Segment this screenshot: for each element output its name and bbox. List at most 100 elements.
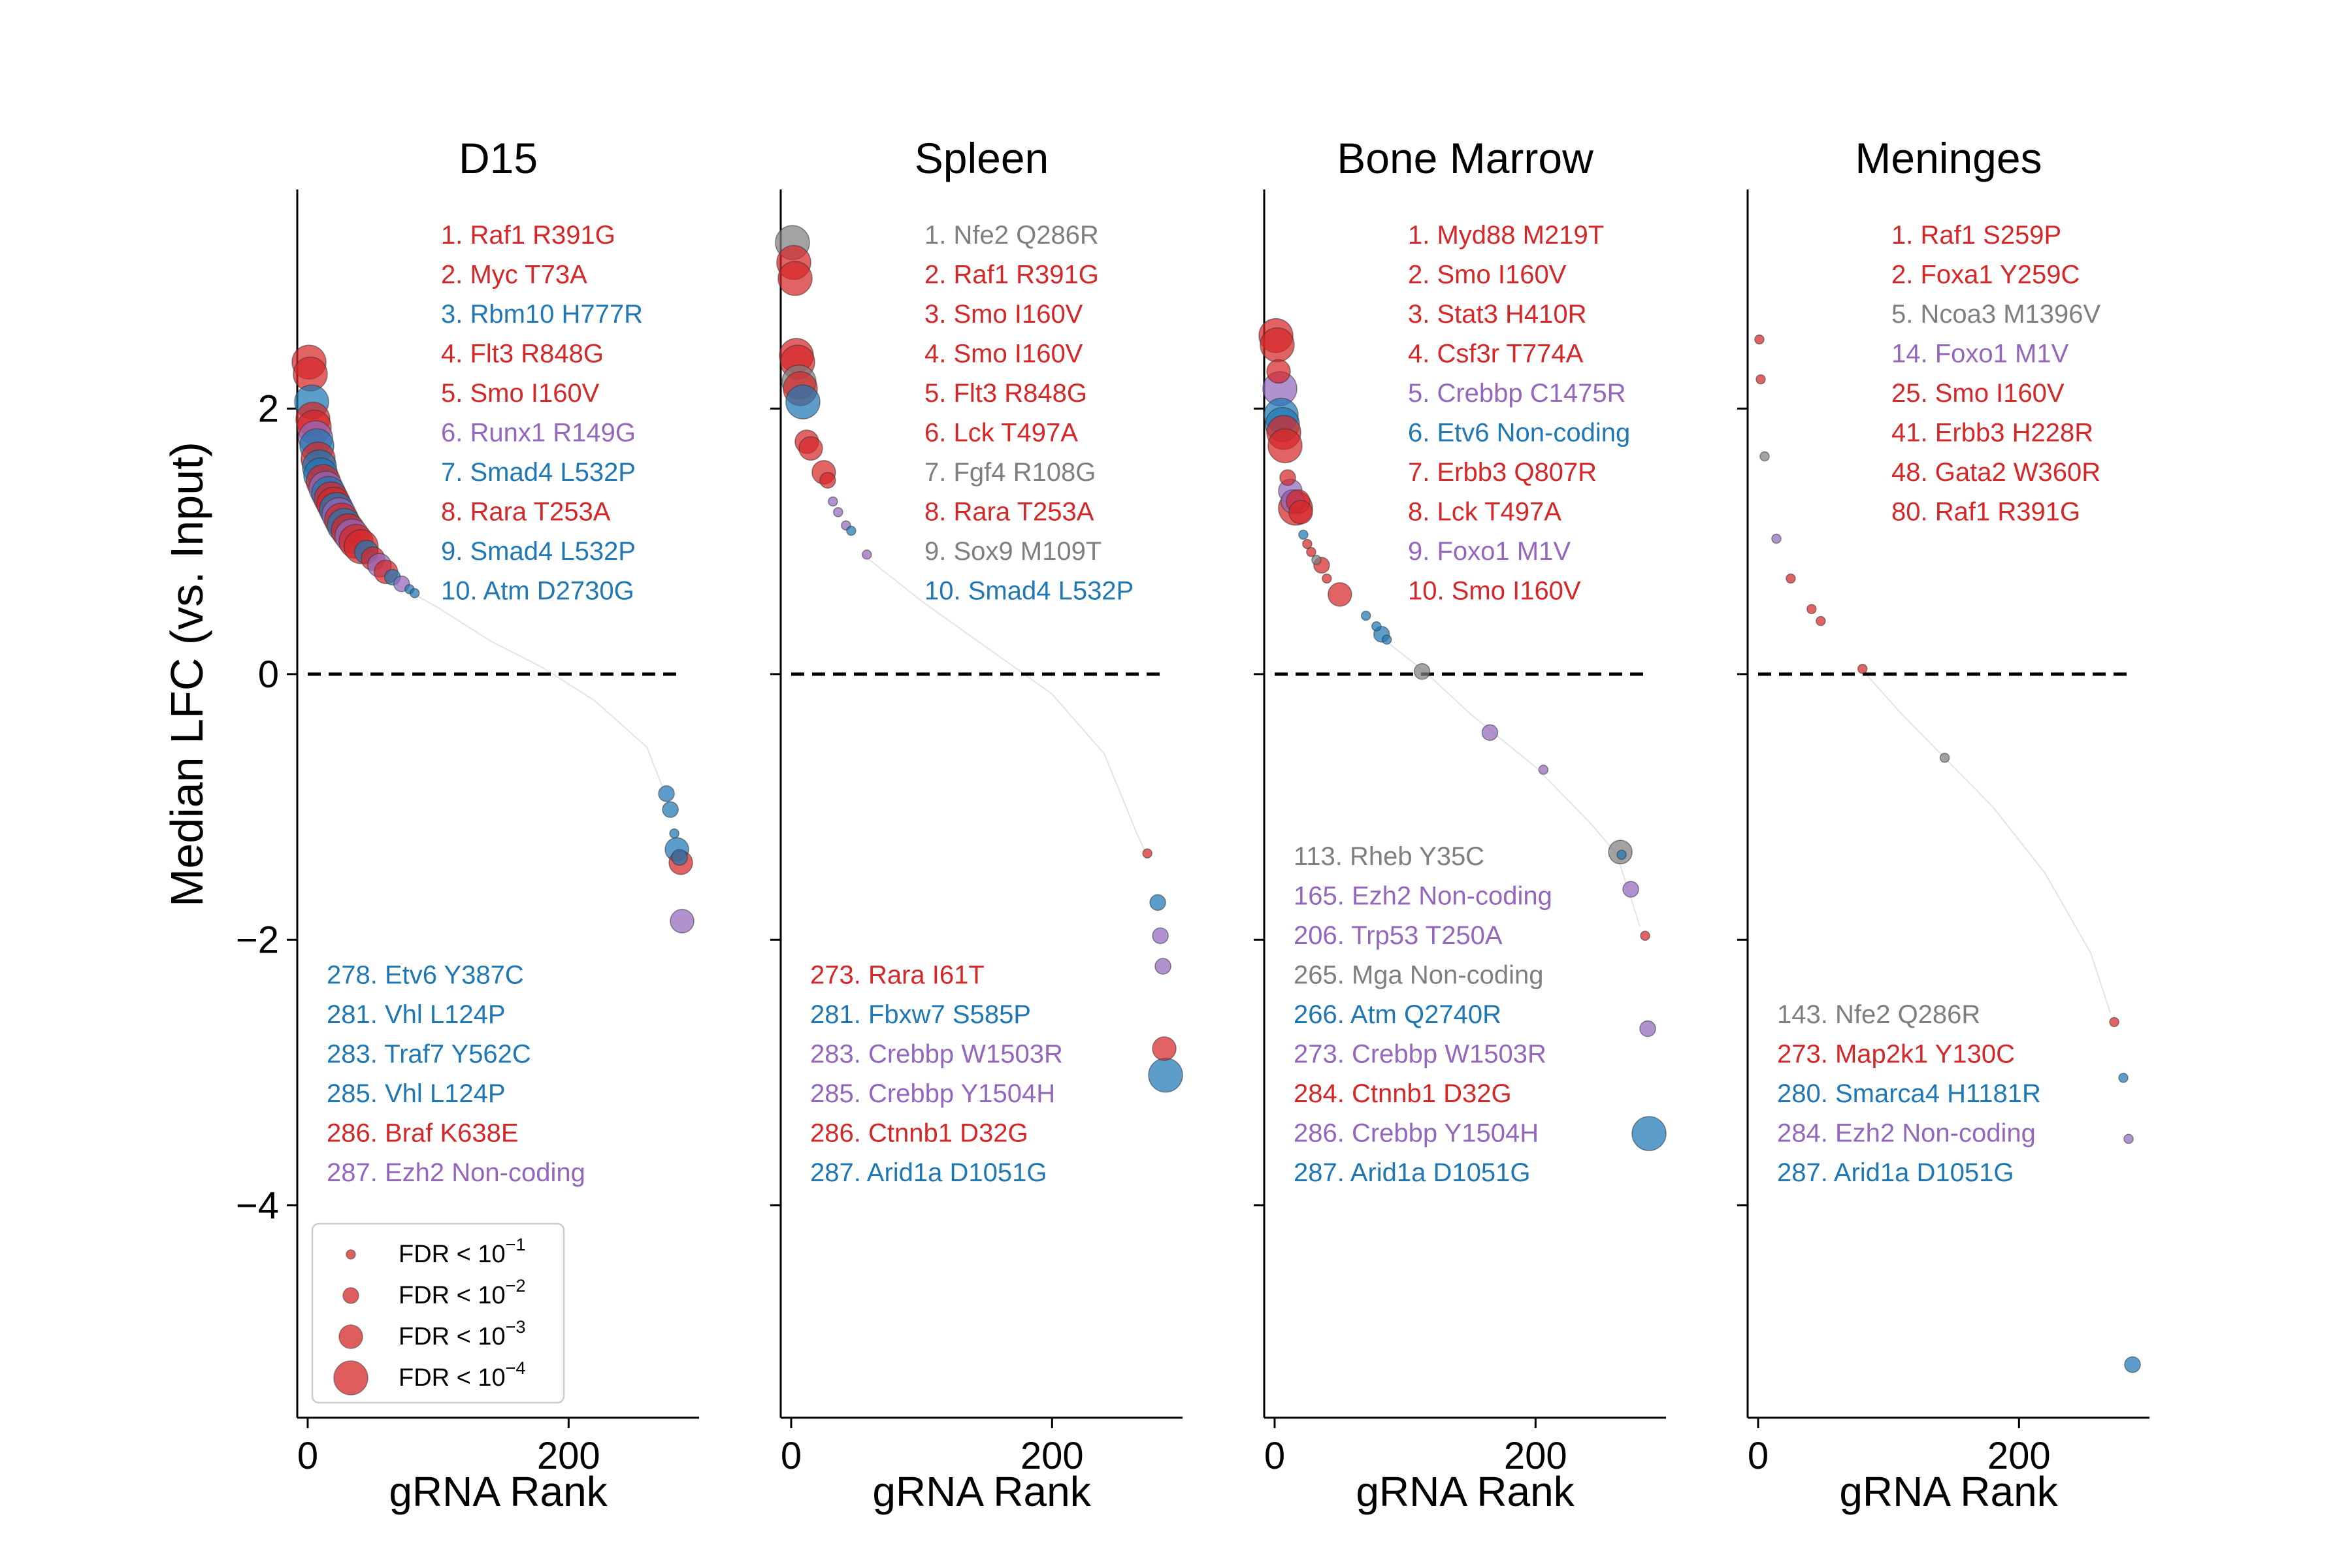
data-point [798,436,823,461]
rank-curve [1861,670,2112,1013]
data-point [777,261,813,296]
panel-title: Meninges [1855,134,2042,182]
x-axis-label: gRNA Rank [389,1468,608,1515]
bottom-hit-label: 287. Ezh2 Non-coding [327,1158,585,1187]
data-point [1639,1020,1656,1037]
x-tick-label: 0 [781,1435,802,1477]
y-tick-label: −2 [236,919,279,961]
top-hit-label: 25. Smo I160V [1891,379,2065,408]
data-point [1298,529,1309,540]
data-point [1754,334,1765,345]
y-tick-label: 2 [258,387,279,430]
top-hit-label: 41. Erbb3 H228R [1891,419,2093,448]
data-point [1360,610,1371,621]
panel-title: Spleen [915,134,1049,182]
data-point [1413,663,1431,680]
legend-marker [346,1249,356,1260]
x-tick-label: 0 [1748,1435,1769,1477]
bottom-hit-label: 287. Arid1a D1051G [1777,1158,2014,1187]
bottom-hit-label: 165. Ezh2 Non-coding [1294,882,1552,911]
bottom-hit-label: 286. Crebbp Y1504H [1294,1119,1539,1148]
data-point [1538,764,1549,775]
data-point [669,828,679,839]
bottom-hit-label: 285. Vhl L124P [327,1079,506,1108]
bottom-hit-label: 281. Fbxw7 S585P [810,1000,1031,1029]
data-point [819,472,836,489]
top-hit-label: 7. Smad4 L532P [441,458,636,487]
bottom-hit-label: 283. Traf7 Y562C [327,1040,531,1069]
legend-label: FDR < 10−4 [399,1358,525,1392]
top-hit-label: 2. Smo I160V [1408,261,1567,289]
top-hit-label: 2. Foxa1 Y259C [1891,261,2080,289]
bottom-hit-label: 206. Trp53 T250A [1294,921,1503,950]
x-tick-label: 0 [1264,1435,1285,1477]
top-hit-label: 7. Fgf4 R108G [924,458,1096,487]
bottom-hit-label: 278. Etv6 Y387C [327,961,524,990]
data-point [658,785,675,802]
top-hit-label: 48. Gata2 W360R [1891,458,2100,487]
top-hit-label: 1. Raf1 R391G [441,221,615,250]
bottom-hit-label: 113. Rheb Y35C [1294,842,1484,871]
data-point [1622,881,1639,898]
data-point [1816,615,1826,627]
top-hit-label: 8. Lck T497A [1408,498,1561,527]
data-point [1756,374,1766,385]
data-point [1857,663,1868,674]
bottom-hit-label: 273. Rara I61T [810,961,985,990]
data-point [1631,1116,1667,1151]
bottom-hit-label: 281. Vhl L124P [327,1000,506,1029]
top-hit-label: 1. Nfe2 Q286R [924,221,1099,250]
top-hit-label: 9. Smad4 L532P [441,537,636,566]
y-tick-label: −4 [236,1184,279,1227]
data-point [1640,930,1650,941]
bottom-hit-label: 286. Braf K638E [327,1119,519,1148]
data-point [1142,848,1152,858]
x-tick-label: 200 [1021,1435,1084,1477]
data-point [1939,753,1950,763]
data-point [1279,469,1296,486]
x-tick-label: 0 [297,1435,318,1477]
data-point [1759,451,1770,462]
top-hit-label: 6. Runx1 R149G [441,419,636,448]
data-point [2123,1134,2134,1144]
bottom-hit-label: 273. Map2k1 Y130C [1777,1040,2015,1069]
data-point [1302,538,1313,549]
bottom-hit-label: 285. Crebbp Y1504H [810,1079,1055,1108]
data-point [1616,849,1627,860]
x-axis-label: gRNA Rank [1839,1468,2058,1515]
data-point [1288,500,1313,525]
top-hit-label: 4. Smo I160V [924,340,1083,368]
data-point [1152,927,1169,944]
top-hit-label: 10. Smad4 L532P [924,577,1134,606]
top-hit-label: 2. Myc T73A [441,261,587,289]
data-point [1311,555,1322,565]
top-hit-label: 4. Flt3 R848G [441,340,604,368]
y-axis-label: Median LFC (vs. Input) [161,442,212,907]
top-hit-label: 14. Foxo1 M1V [1891,340,2069,368]
top-hit-label: 5. Ncoa3 M1396V [1891,300,2101,329]
bottom-hit-label: 284. Ctnnb1 D32G [1294,1079,1512,1108]
data-point [2118,1072,2129,1083]
top-hit-label: 1. Raf1 S259P [1891,221,2061,250]
top-hit-label: 2. Raf1 R391G [924,261,1099,289]
data-point [1481,724,1499,742]
data-point [2109,1017,2119,1028]
data-point [1149,894,1166,911]
bottom-hit-label: 273. Crebbp W1503R [1294,1040,1546,1069]
data-point [1371,621,1382,632]
bottom-hit-label: 283. Crebbp W1503R [810,1040,1063,1069]
x-axis-label: gRNA Rank [872,1468,1091,1515]
legend-marker [333,1360,368,1396]
x-axis-label: gRNA Rank [1356,1468,1575,1515]
top-hit-label: 80. Raf1 R391G [1891,498,2080,527]
data-point [1322,573,1332,584]
data-point [846,525,857,536]
data-point [409,588,420,598]
top-hit-label: 6. Lck T497A [924,419,1078,448]
top-hit-label: 9. Foxo1 M1V [1408,537,1571,566]
legend-frame [311,1222,565,1404]
top-hit-label: 10. Atm D2730G [441,577,634,606]
bottom-hit-label: 265. Mga Non-coding [1294,961,1543,990]
